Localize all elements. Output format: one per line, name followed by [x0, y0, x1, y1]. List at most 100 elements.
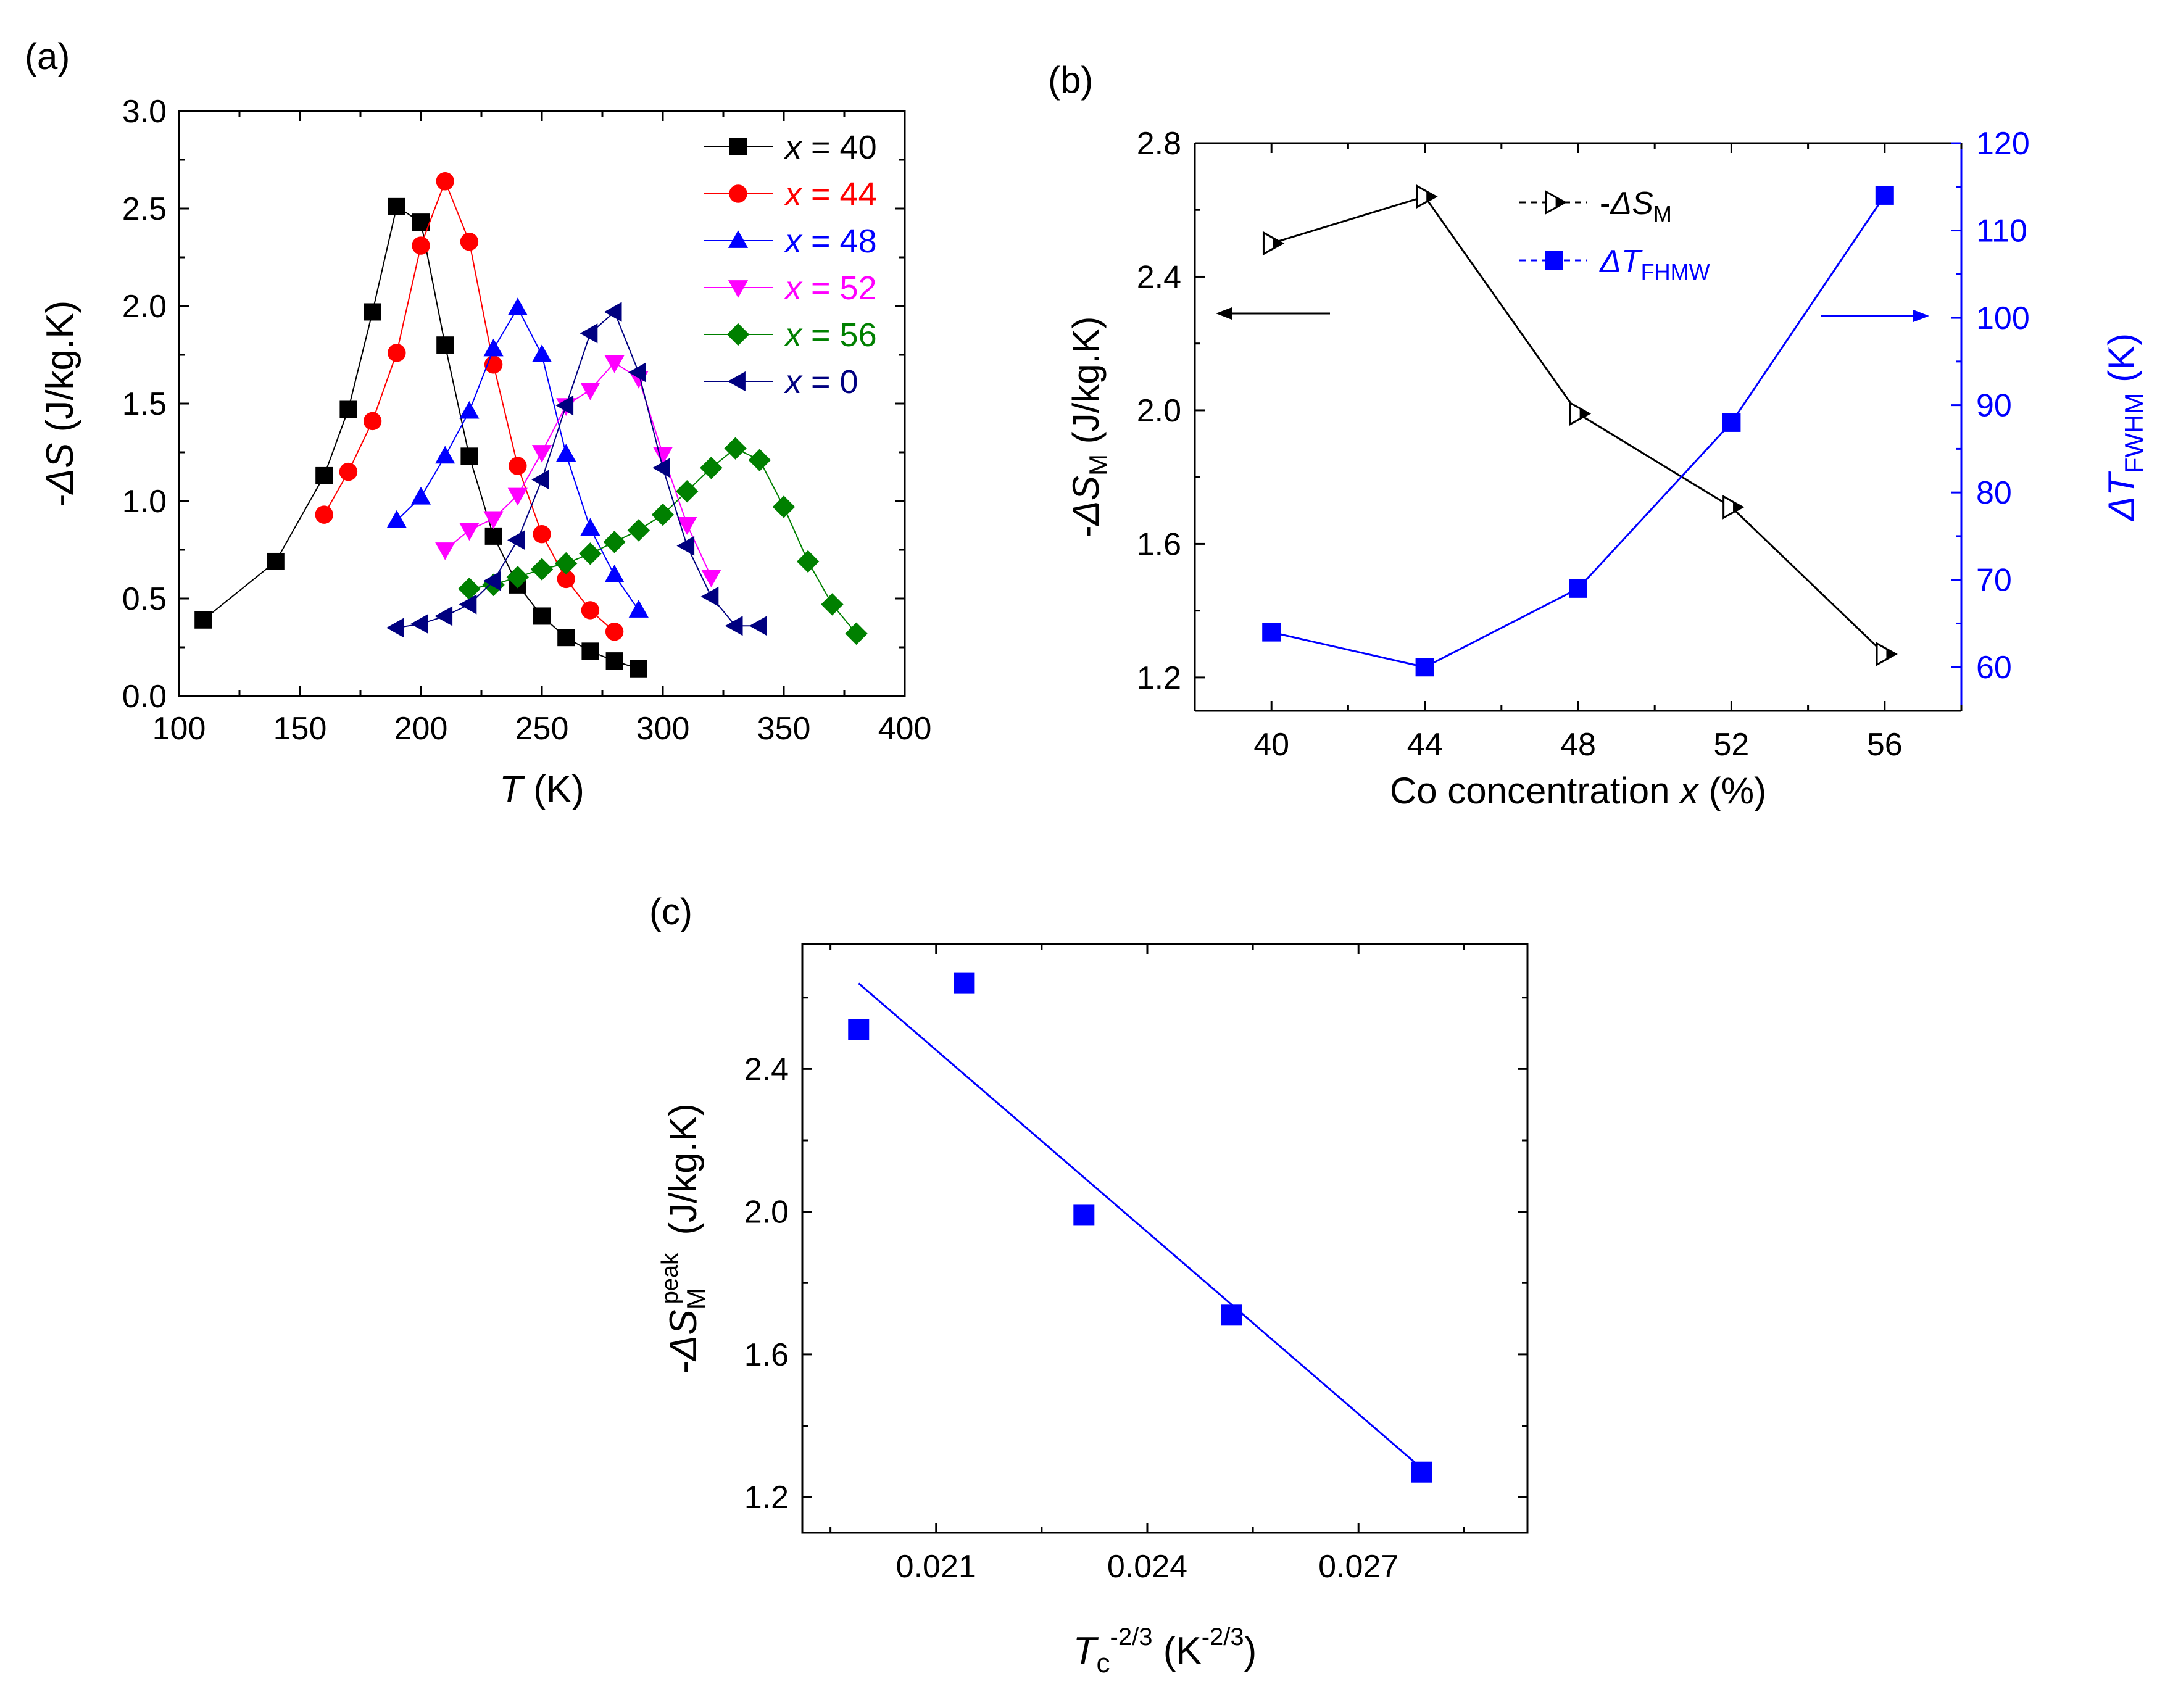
data-point — [630, 660, 647, 678]
y-axis-label: -ΔS (J/kg.K) — [39, 301, 81, 507]
data-point — [724, 437, 747, 460]
data-point — [412, 236, 430, 255]
right-axis-arrow-head — [1913, 310, 1929, 322]
data-point — [954, 972, 975, 994]
data-point — [605, 652, 623, 670]
y-right-label-sub: FWHM — [2119, 393, 2148, 474]
y-axis-label-unit: (J/kg.K) — [39, 301, 81, 443]
x-axis-label-unit-sup: -2/3 — [1202, 1623, 1244, 1651]
y-tick-label: 1.2 — [744, 1480, 789, 1515]
y-right-axis-label: ΔTFWHM (K) — [2101, 333, 2148, 522]
legend-label-var: x — [783, 270, 803, 307]
data-point — [1411, 1461, 1432, 1483]
x-tick-label: 100 — [152, 711, 206, 747]
x-tick-label: 400 — [878, 711, 932, 747]
data-point — [1415, 658, 1434, 677]
data-point — [557, 629, 575, 647]
series-2 — [386, 297, 649, 618]
x-axis-label-end: ) — [1244, 1630, 1257, 1672]
x-tick-label: 200 — [394, 711, 448, 747]
y-left-label-sub: M — [1084, 454, 1113, 476]
data-point — [507, 530, 525, 550]
y-tick-label: 2.0 — [122, 289, 167, 325]
series-1 — [315, 172, 624, 641]
y-right-label-unit: (K) — [2101, 333, 2142, 393]
data-point — [315, 466, 333, 484]
y-axis-label-unit: (J/kg.K) — [662, 1103, 705, 1246]
y-axis-label-var: ΔS — [39, 443, 81, 495]
data-point — [1722, 413, 1741, 432]
x-tick-label: 56 — [1867, 727, 1903, 763]
legend-marker — [729, 138, 747, 155]
y-left-tick-label: 1.2 — [1137, 660, 1181, 696]
data-point — [1722, 495, 1745, 520]
data-point — [676, 536, 695, 556]
data-point — [628, 600, 649, 618]
legend-label: x = 48 — [783, 223, 877, 260]
y-right-label-var: ΔT — [2101, 471, 2142, 522]
data-point — [507, 487, 528, 506]
legend-label-var: x — [783, 176, 803, 213]
y-axis-label: -ΔSMpeak (J/kg.K) — [657, 1103, 710, 1374]
data-point — [386, 618, 404, 638]
x-tick-label: 150 — [273, 711, 327, 747]
data-point — [652, 447, 673, 465]
left-axis-arrow-head — [1216, 307, 1232, 320]
x-axis-label-unit: (K) — [523, 768, 584, 811]
data-point — [700, 586, 719, 607]
legend-label-value: = 0 — [802, 363, 858, 400]
series-line — [469, 447, 857, 634]
data-point — [651, 503, 675, 526]
data-point — [483, 338, 504, 357]
legend-label-var: ΔT — [1598, 244, 1643, 280]
legend-label: x = 44 — [783, 176, 877, 213]
data-point — [386, 510, 407, 528]
x-axis-label: Tc-2/3 (K-2/3) — [1073, 1623, 1257, 1678]
data-point — [848, 1019, 870, 1040]
x-axis-label-sup: -2/3 — [1110, 1623, 1153, 1651]
y-tick-label: 1.6 — [744, 1337, 789, 1373]
y-tick-label: 0.5 — [122, 581, 167, 617]
data-point — [436, 336, 454, 354]
x-axis-label-var: x — [1678, 770, 1700, 811]
data-point-fill — [1733, 502, 1743, 513]
series-line — [444, 362, 712, 578]
series-0 — [194, 197, 647, 678]
y-right-tick-label: 70 — [1976, 563, 2012, 599]
data-point — [1875, 186, 1894, 205]
legend-marker — [728, 280, 749, 298]
legend-label: -ΔSM — [1600, 186, 1672, 226]
legend-marker — [728, 230, 749, 248]
data-point — [555, 552, 578, 575]
series-4 — [458, 437, 868, 645]
y-right-tick-label: 110 — [1976, 214, 2027, 249]
x-axis-label-prefix: Co concentration — [1390, 770, 1680, 811]
data-point — [459, 400, 480, 419]
data-point — [628, 362, 646, 383]
y-left-tick-label: 2.4 — [1137, 259, 1181, 295]
y-left-axis-label: -ΔSM (J/kg.K) — [1065, 317, 1113, 538]
data-point — [483, 511, 504, 529]
data-point — [531, 470, 549, 490]
data-point — [1262, 623, 1281, 642]
x-axis-label-unit: (%) — [1698, 770, 1766, 811]
data-point — [267, 552, 285, 570]
legend-label: x = 0 — [783, 363, 858, 400]
y-right-tick-label: 80 — [1976, 475, 2012, 511]
data-point — [435, 446, 455, 464]
legend-label-value: = 48 — [802, 223, 877, 260]
x-tick-label: 40 — [1253, 727, 1289, 763]
data-point — [1262, 231, 1285, 256]
data-point — [459, 523, 480, 541]
data-point — [557, 570, 575, 589]
x-tick-label: 350 — [757, 711, 811, 747]
data-point — [1073, 1204, 1095, 1226]
legend-label-prefix: - — [1600, 186, 1610, 222]
data-point — [410, 613, 428, 634]
data-point — [556, 444, 576, 462]
y-tick-label: 2.0 — [744, 1195, 789, 1230]
y-right-tick-label: 60 — [1976, 650, 2012, 686]
y-left-tick-label: 2.8 — [1137, 126, 1181, 162]
data-point — [506, 566, 529, 589]
series-line — [396, 310, 760, 629]
